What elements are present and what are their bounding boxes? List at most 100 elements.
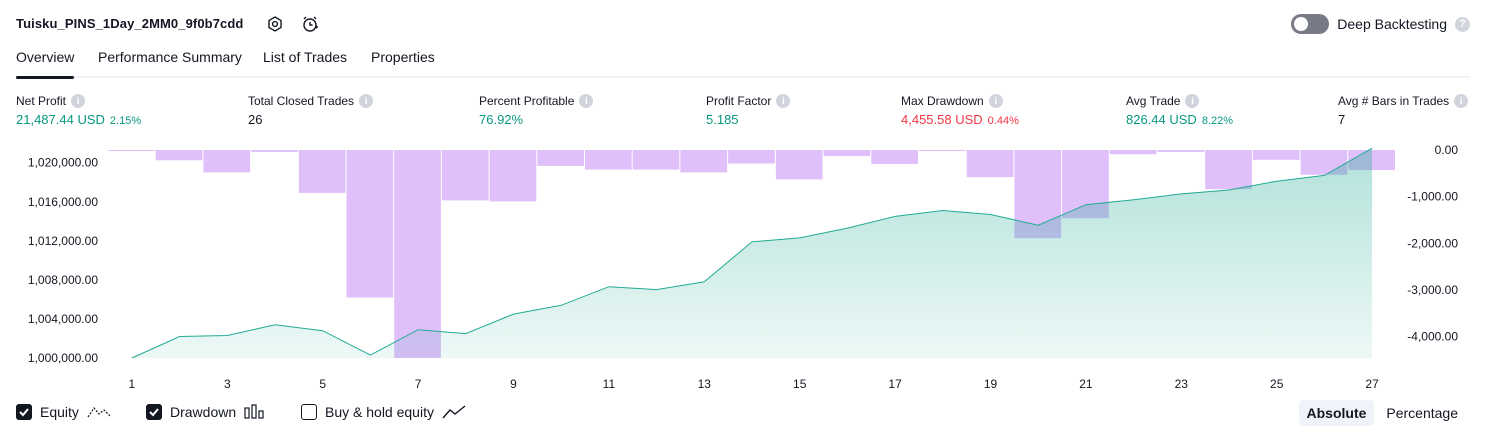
equity-label: Equity	[40, 404, 79, 420]
drawdown-bar	[680, 150, 728, 173]
strategy-title: Tuisku_PINS_1Day_2MM0_9f0b7cdd	[16, 16, 244, 31]
tab-list-of-trades[interactable]: List of Trades	[263, 49, 348, 65]
legend-drawdown[interactable]: Drawdown	[146, 404, 266, 420]
drawdown-bar	[155, 150, 203, 161]
tab-performance-summary[interactable]: Performance Summary	[98, 49, 242, 65]
metric-max-drawdown: Max Drawdown i 4,455.58 USD 0.44%	[901, 94, 1019, 127]
info-icon[interactable]: i	[579, 94, 594, 108]
x-axis-tick-label: 3	[224, 377, 231, 391]
drawdown-bar	[108, 150, 155, 151]
bar-chart-icon	[244, 404, 264, 419]
x-axis-tick-label: 21	[1079, 377, 1093, 391]
drawdown-bar	[775, 150, 823, 180]
drawdown-bar	[346, 150, 394, 298]
right-axis-tick-label: -4,000.00	[1407, 330, 1458, 344]
drawdown-bar	[1205, 150, 1252, 190]
info-icon[interactable]: i	[1454, 94, 1469, 108]
drawdown-bar	[919, 150, 966, 151]
x-axis-tick-label: 7	[415, 377, 422, 391]
metric-label: Total Closed Trades	[248, 94, 355, 108]
metric-label: Avg Trade	[1126, 94, 1181, 108]
settings-icon[interactable]	[264, 13, 286, 35]
drawdown-bar	[1252, 150, 1300, 160]
metric-value: 826.44 USD	[1126, 112, 1197, 127]
x-axis-tick-label: 15	[793, 377, 807, 391]
trend-line-icon	[442, 405, 466, 419]
drawdown-bar	[966, 150, 1014, 178]
drawdown-bar	[537, 150, 584, 166]
info-icon[interactable]: i	[988, 94, 1003, 108]
equity-drawdown-chart[interactable]: 1,020,000.00 1,016,000.00 1,012,000.00 1,00…	[0, 140, 1486, 396]
x-axis-tick-label: 5	[319, 377, 326, 391]
info-icon[interactable]: i	[776, 94, 791, 108]
drawdown-bar	[441, 150, 489, 201]
metric-value: 21,487.44 USD	[16, 112, 105, 127]
legend-buy-hold[interactable]: Buy & hold equity	[301, 404, 466, 420]
left-axis-tick-label: 1,004,000.00	[28, 312, 98, 326]
metric-label: Avg # Bars in Trades	[1338, 94, 1450, 108]
x-axis-tick-label: 13	[698, 377, 712, 391]
right-axis-tick-label: 0.00	[1435, 143, 1459, 157]
equity-area	[131, 148, 1373, 358]
x-axis-tick-label: 1	[129, 377, 136, 391]
equity-checkbox[interactable]	[16, 404, 32, 420]
metric-avg-trade: Avg Trade i 826.44 USD 8.22%	[1126, 94, 1233, 127]
drawdown-bar	[298, 150, 346, 193]
info-icon[interactable]: i	[1185, 94, 1200, 108]
drawdown-bar	[871, 150, 918, 164]
legend-equity[interactable]: Equity	[16, 404, 111, 420]
metric-net-profit: Net Profit i 21,487.44 USD 2.15%	[16, 94, 141, 127]
deep-backtesting-control: Deep Backtesting ?	[1291, 14, 1470, 34]
drawdown-checkbox[interactable]	[146, 404, 162, 420]
drawdown-bar	[394, 150, 441, 358]
drawdown-bar	[728, 150, 775, 164]
buy-hold-checkbox[interactable]	[301, 404, 317, 420]
left-axis-tick-label: 1,020,000.00	[28, 156, 98, 170]
info-icon[interactable]: i	[71, 94, 86, 108]
metric-value: 5.185	[706, 112, 739, 127]
metric-label: Percent Profitable	[479, 94, 575, 108]
buy-hold-label: Buy & hold equity	[325, 404, 434, 420]
metric-total-closed-trades: Total Closed Trades i 26	[248, 94, 374, 127]
metric-percent: 0.44%	[987, 115, 1019, 127]
metric-avg-bars: Avg # Bars in Trades i 7	[1338, 94, 1469, 127]
deep-backtesting-toggle[interactable]	[1291, 14, 1330, 34]
drawdown-bar	[251, 150, 298, 152]
metric-percent: 2.15%	[109, 115, 142, 127]
tab-overview[interactable]: Overview	[16, 49, 75, 79]
drawdown-label: Drawdown	[170, 404, 237, 420]
right-axis-tick-label: -2,000.00	[1407, 236, 1458, 250]
help-icon[interactable]: ?	[1455, 16, 1470, 32]
metric-profit-factor: Profit Factor i 5.185	[706, 94, 791, 127]
info-icon[interactable]: i	[359, 94, 374, 108]
tab-properties[interactable]: Properties	[371, 49, 435, 65]
left-axis-tick-label: 1,012,000.00	[28, 234, 98, 248]
equity-line-icon	[87, 406, 111, 418]
x-axis-tick-label: 23	[1175, 377, 1189, 391]
metric-value: 4,455.58 USD	[901, 112, 983, 127]
metric-label: Profit Factor	[706, 94, 772, 108]
absolute-button[interactable]: Absolute	[1298, 400, 1375, 426]
equity-line	[131, 147, 1373, 359]
metric-value: 76.92%	[479, 112, 524, 127]
metric-value: 7	[1338, 112, 1346, 127]
alert-clock-icon[interactable]	[299, 13, 321, 35]
metric-label: Max Drawdown	[901, 94, 984, 108]
percentage-button[interactable]: Percentage	[1386, 405, 1458, 421]
drawdown-bar	[489, 150, 537, 202]
metric-percent-profitable: Percent Profitable i 76.92%	[479, 94, 594, 127]
report-header: Tuisku_PINS_1Day_2MM0_9f0b7cdd Deep Back…	[16, 12, 1470, 36]
x-axis-tick-label: 9	[510, 377, 517, 391]
right-axis-tick-label: -3,000.00	[1407, 283, 1458, 297]
drawdown-bar	[585, 150, 632, 170]
metric-label: Net Profit	[16, 94, 67, 108]
drawdown-bar	[1109, 150, 1157, 155]
left-axis-tick-label: 1,000,000.00	[28, 351, 98, 365]
x-axis-tick-label: 11	[603, 377, 616, 391]
x-axis-tick-label: 17	[888, 377, 902, 391]
deep-backtesting-label: Deep Backtesting	[1337, 16, 1447, 32]
right-axis-tick-label: -1,000.00	[1407, 190, 1458, 204]
x-axis-tick-label: 25	[1270, 377, 1284, 391]
x-axis-tick-label: 19	[984, 377, 998, 391]
drawdown-bar	[823, 150, 871, 157]
